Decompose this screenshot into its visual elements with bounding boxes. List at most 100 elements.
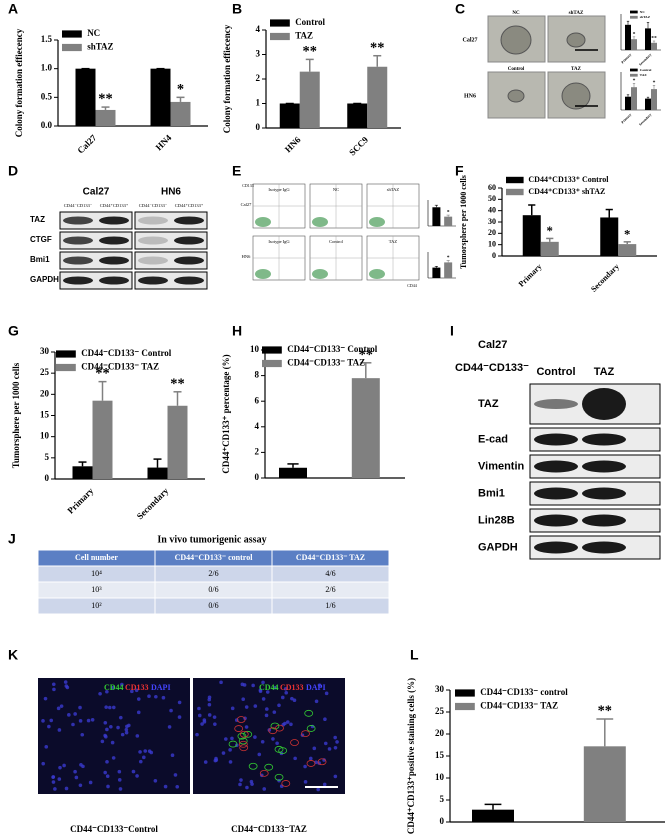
- error-bar: [305, 58, 314, 72]
- error-bar: [78, 461, 87, 467]
- stain: [290, 739, 299, 746]
- nucleus: [136, 710, 141, 715]
- blot-band: [582, 460, 626, 473]
- flow-label: Isotype IgG: [268, 239, 290, 244]
- row-label: Cal27: [463, 37, 478, 43]
- lane-label: TAZ: [594, 366, 615, 378]
- y-tick-label: 30: [435, 684, 445, 694]
- y-tick-label: 0: [45, 473, 50, 483]
- blot-band: [174, 236, 204, 245]
- error-bar: [434, 265, 438, 268]
- table-title: In vivo tumorigenic assay: [157, 534, 266, 545]
- nucleus: [265, 690, 270, 694]
- cell-text: 10²: [91, 601, 102, 610]
- nucleus: [284, 690, 289, 695]
- nucleus: [221, 751, 226, 755]
- nucleus: [283, 686, 288, 691]
- nucleus: [86, 718, 91, 723]
- legend-label: CD44⁻CD133⁻ TAZ: [480, 701, 558, 711]
- nucleus: [109, 724, 113, 729]
- blot-strip: [59, 251, 133, 270]
- error-bar: [484, 803, 502, 810]
- blot-band: [534, 487, 578, 500]
- nucleus: [136, 697, 141, 701]
- legend-swatch: [62, 43, 82, 52]
- nucleus: [262, 787, 267, 791]
- nucleus: [127, 723, 131, 728]
- stain: [228, 740, 238, 748]
- bar: [95, 109, 116, 126]
- nucleus: [230, 736, 234, 741]
- nucleus: [105, 759, 109, 764]
- error-bar: [434, 204, 438, 208]
- cell-text: 10⁴: [91, 569, 102, 578]
- nucleus: [78, 705, 82, 710]
- nucleus: [230, 706, 235, 711]
- nucleus: [161, 695, 166, 700]
- nucleus: [253, 704, 258, 708]
- blot-band: [534, 433, 578, 446]
- cell-text: 2/6: [325, 585, 335, 594]
- nucleus: [228, 748, 232, 752]
- nucleus: [163, 784, 168, 789]
- nucleus: [289, 722, 293, 727]
- blot-strip: [59, 231, 133, 250]
- x-tick-label: Primary: [65, 485, 95, 515]
- blot-band: [534, 399, 578, 409]
- events: [369, 217, 385, 227]
- y-tick-label: 10: [435, 772, 445, 782]
- nucleus: [107, 705, 112, 710]
- bar: [170, 101, 191, 126]
- nucleus: [335, 740, 339, 744]
- bar: [444, 216, 453, 226]
- stain: [304, 709, 314, 717]
- nucleus: [253, 735, 257, 739]
- stain: [237, 732, 247, 740]
- nucleus: [80, 732, 85, 737]
- nucleus: [88, 780, 93, 785]
- legend-label: shTAZ: [640, 15, 651, 19]
- blot-strip: [59, 211, 133, 230]
- error-bar: [646, 22, 650, 29]
- cell-text: 0/6: [208, 601, 218, 610]
- row-label: HN6: [464, 93, 476, 99]
- nucleus: [51, 775, 55, 779]
- blot-band: [63, 236, 93, 245]
- nucleus: [249, 779, 254, 784]
- nucleus: [41, 761, 46, 766]
- y-tick-label: 3: [256, 49, 261, 59]
- y-tick-label: 5: [45, 452, 50, 462]
- y-tick-label: 15: [435, 750, 445, 760]
- panel-label: G: [8, 323, 19, 339]
- nucleus: [244, 725, 249, 729]
- colony: [500, 25, 532, 55]
- y-tick-label: 20: [488, 228, 496, 237]
- nucleus: [303, 764, 307, 769]
- nucleus: [117, 778, 122, 782]
- y-axis-label: Colony formation effiecency: [222, 24, 232, 133]
- nucleus: [74, 775, 79, 780]
- x-tick-label: HN6: [283, 134, 303, 154]
- stain-label: DAPI: [306, 683, 326, 692]
- y-tick-label: 0: [256, 122, 261, 132]
- blot-strip: [59, 271, 133, 290]
- error-bar: [626, 20, 630, 25]
- y-tick-label: 20: [40, 388, 50, 398]
- blot-strip: [134, 251, 208, 270]
- legend-swatch: [630, 73, 638, 77]
- x-tick-label: Primary: [621, 52, 633, 64]
- image-label: shTAZ: [569, 11, 584, 16]
- blot-band: [63, 216, 93, 225]
- legend-swatch: [455, 689, 475, 697]
- blot-band: [138, 216, 168, 225]
- bar: [645, 98, 651, 110]
- nucleus: [90, 718, 95, 722]
- nucleus: [44, 745, 49, 749]
- blot-band: [99, 236, 129, 245]
- y-tick-label: 5: [440, 794, 445, 804]
- stain-label: CD44: [104, 683, 124, 692]
- nucleus: [197, 713, 202, 718]
- nucleus: [173, 773, 178, 777]
- legend-label: NC: [640, 10, 646, 14]
